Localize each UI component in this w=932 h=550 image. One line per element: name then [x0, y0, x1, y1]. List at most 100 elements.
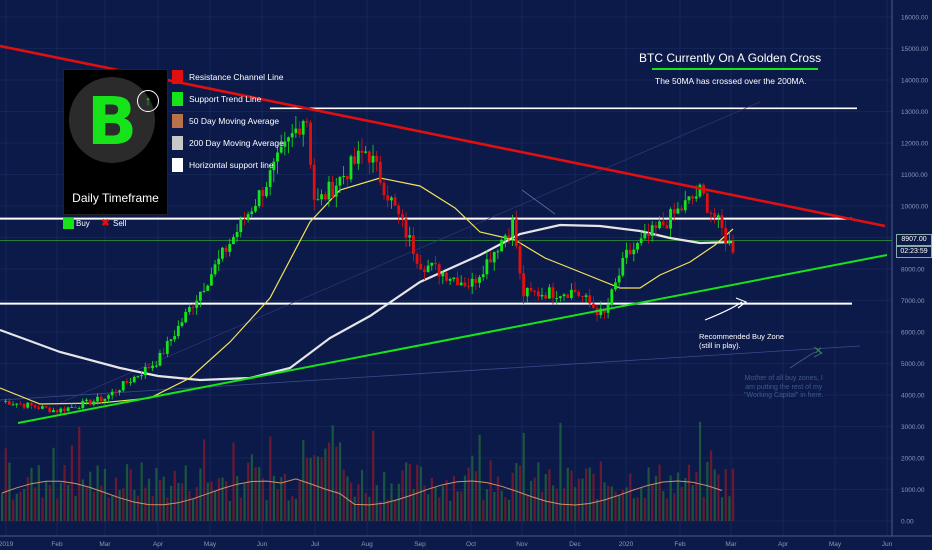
candle-body	[658, 221, 661, 229]
candle-body	[147, 366, 151, 369]
candle-body	[647, 233, 650, 237]
candle-body	[118, 390, 121, 393]
candle-body	[99, 396, 103, 402]
candle-body	[400, 214, 404, 219]
candle-body	[22, 403, 26, 408]
candle-body	[110, 391, 114, 396]
logo-panel: B ↑ Daily Timeframe	[63, 69, 168, 215]
candle-body	[327, 181, 331, 200]
volume-bar	[375, 485, 378, 521]
volume-bar	[654, 475, 658, 521]
y-tick-label: 14000.00	[901, 78, 928, 85]
volume-bar	[526, 495, 529, 521]
volume-bar	[272, 475, 276, 521]
volume-bar	[500, 490, 503, 521]
legend-item: 200 Day Moving Average	[172, 132, 284, 154]
x-tick-label: Mar	[725, 541, 737, 548]
candle-body	[569, 289, 573, 298]
candle-body	[309, 122, 312, 165]
candle-body	[66, 407, 70, 412]
candle-body	[544, 294, 548, 299]
volume-bar	[651, 484, 654, 521]
candle-body	[235, 232, 239, 238]
candle-body	[279, 146, 283, 153]
volume-bar	[504, 497, 507, 521]
candle-body	[533, 290, 537, 292]
candle-body	[566, 294, 570, 298]
x-tick-label: Apr	[778, 541, 789, 548]
candle-body	[261, 190, 265, 197]
buy-zone-annotation: Recommended Buy Zone (still in play).	[699, 332, 784, 350]
volume-bar	[732, 468, 735, 521]
candle-body	[18, 403, 22, 405]
countdown-tag: 02:23:59	[896, 246, 932, 258]
candle-body	[176, 325, 180, 337]
y-tick-label: 10000.00	[901, 204, 928, 211]
candle-body	[599, 308, 603, 316]
y-tick-label: 15000.00	[901, 46, 928, 53]
volume-bar	[430, 478, 433, 521]
candle-body	[11, 404, 15, 406]
chart-title: BTC Currently On A Golden Cross	[639, 51, 822, 65]
candle-body	[63, 408, 66, 412]
candle-body	[371, 155, 375, 163]
x-tick-label: Dec	[569, 541, 581, 548]
candle-body	[694, 196, 698, 199]
candle-body	[331, 181, 335, 197]
candle-body	[48, 407, 52, 413]
y-tick-label: 2000.00	[901, 456, 925, 463]
volume-bar	[585, 468, 588, 521]
candle-body	[573, 289, 577, 292]
candle-body	[727, 240, 731, 244]
volume-bar	[225, 481, 228, 521]
volume-bar	[680, 486, 683, 521]
volume-bar	[397, 483, 400, 521]
candle-body	[614, 282, 617, 290]
candle-body	[191, 307, 195, 309]
candle-body	[547, 287, 551, 299]
candle-body	[298, 128, 301, 135]
volume-bar	[555, 488, 558, 521]
bitcoin-logo: B	[69, 77, 155, 163]
timeframe-label: Daily Timeframe	[72, 191, 159, 205]
candle-body	[511, 218, 514, 238]
candle-body	[81, 400, 85, 409]
candle-body	[265, 186, 268, 197]
volume-bar	[206, 482, 209, 521]
volume-bar	[489, 460, 492, 521]
volume-bar	[291, 496, 294, 521]
candle-body	[254, 205, 257, 212]
candle-body	[323, 194, 327, 200]
volume-bar	[26, 477, 29, 521]
legend-label: Horizontal support line	[189, 160, 274, 170]
y-tick-label: 12000.00	[901, 141, 928, 148]
volume-bar	[56, 498, 59, 521]
volume-bar	[728, 496, 731, 521]
mother-zone-arrow	[789, 351, 816, 369]
candle-body	[386, 195, 390, 201]
volume-bar	[214, 491, 217, 521]
volume-bar	[625, 487, 628, 521]
candle-body	[397, 205, 401, 215]
candle-body	[198, 291, 202, 301]
volume-bar	[243, 483, 246, 521]
volume-bar	[629, 473, 632, 521]
candle-body	[500, 239, 503, 252]
volume-bar	[676, 472, 680, 521]
volume-bar	[636, 497, 639, 521]
candle-body	[114, 391, 118, 393]
candle-body	[536, 291, 540, 297]
volume-bar	[19, 491, 22, 521]
volume-bar	[89, 471, 92, 521]
volume-bar	[698, 421, 702, 521]
candle-body	[96, 396, 99, 402]
volume-bar	[59, 482, 62, 521]
candle-body	[474, 278, 478, 283]
volume-bar	[379, 500, 382, 521]
volume-bar	[254, 467, 257, 521]
candle-body	[459, 282, 463, 286]
candle-body	[705, 193, 709, 213]
volume-bar	[166, 497, 169, 521]
candle-body	[430, 262, 434, 266]
volume-bar	[588, 467, 591, 521]
